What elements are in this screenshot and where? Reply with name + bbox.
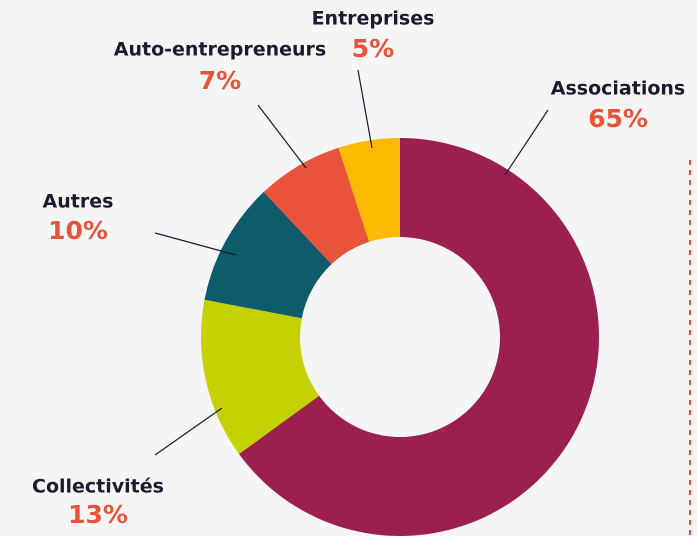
value-label: 10%: [48, 216, 108, 245]
value-label: 65%: [588, 104, 648, 133]
donut-slice: [239, 138, 599, 536]
category-label: Auto-entrepreneurs: [114, 39, 326, 61]
category-label: Autres: [43, 191, 114, 213]
donut-slice: [263, 147, 370, 265]
category-label: Entreprises: [312, 8, 435, 30]
donut-slice: [204, 191, 332, 319]
leader-line: [504, 109, 549, 176]
category-label: Collectivités: [32, 476, 164, 498]
leader-line: [257, 104, 307, 169]
category-label: Associations: [551, 78, 685, 100]
donut-slice: [201, 299, 320, 454]
leader-line: [154, 407, 223, 456]
value-label: 13%: [68, 500, 128, 529]
leader-line: [154, 232, 237, 256]
donut-slice: [338, 138, 400, 242]
value-label: 5%: [352, 34, 394, 63]
value-label: 7%: [199, 66, 241, 95]
leader-line: [357, 69, 373, 149]
